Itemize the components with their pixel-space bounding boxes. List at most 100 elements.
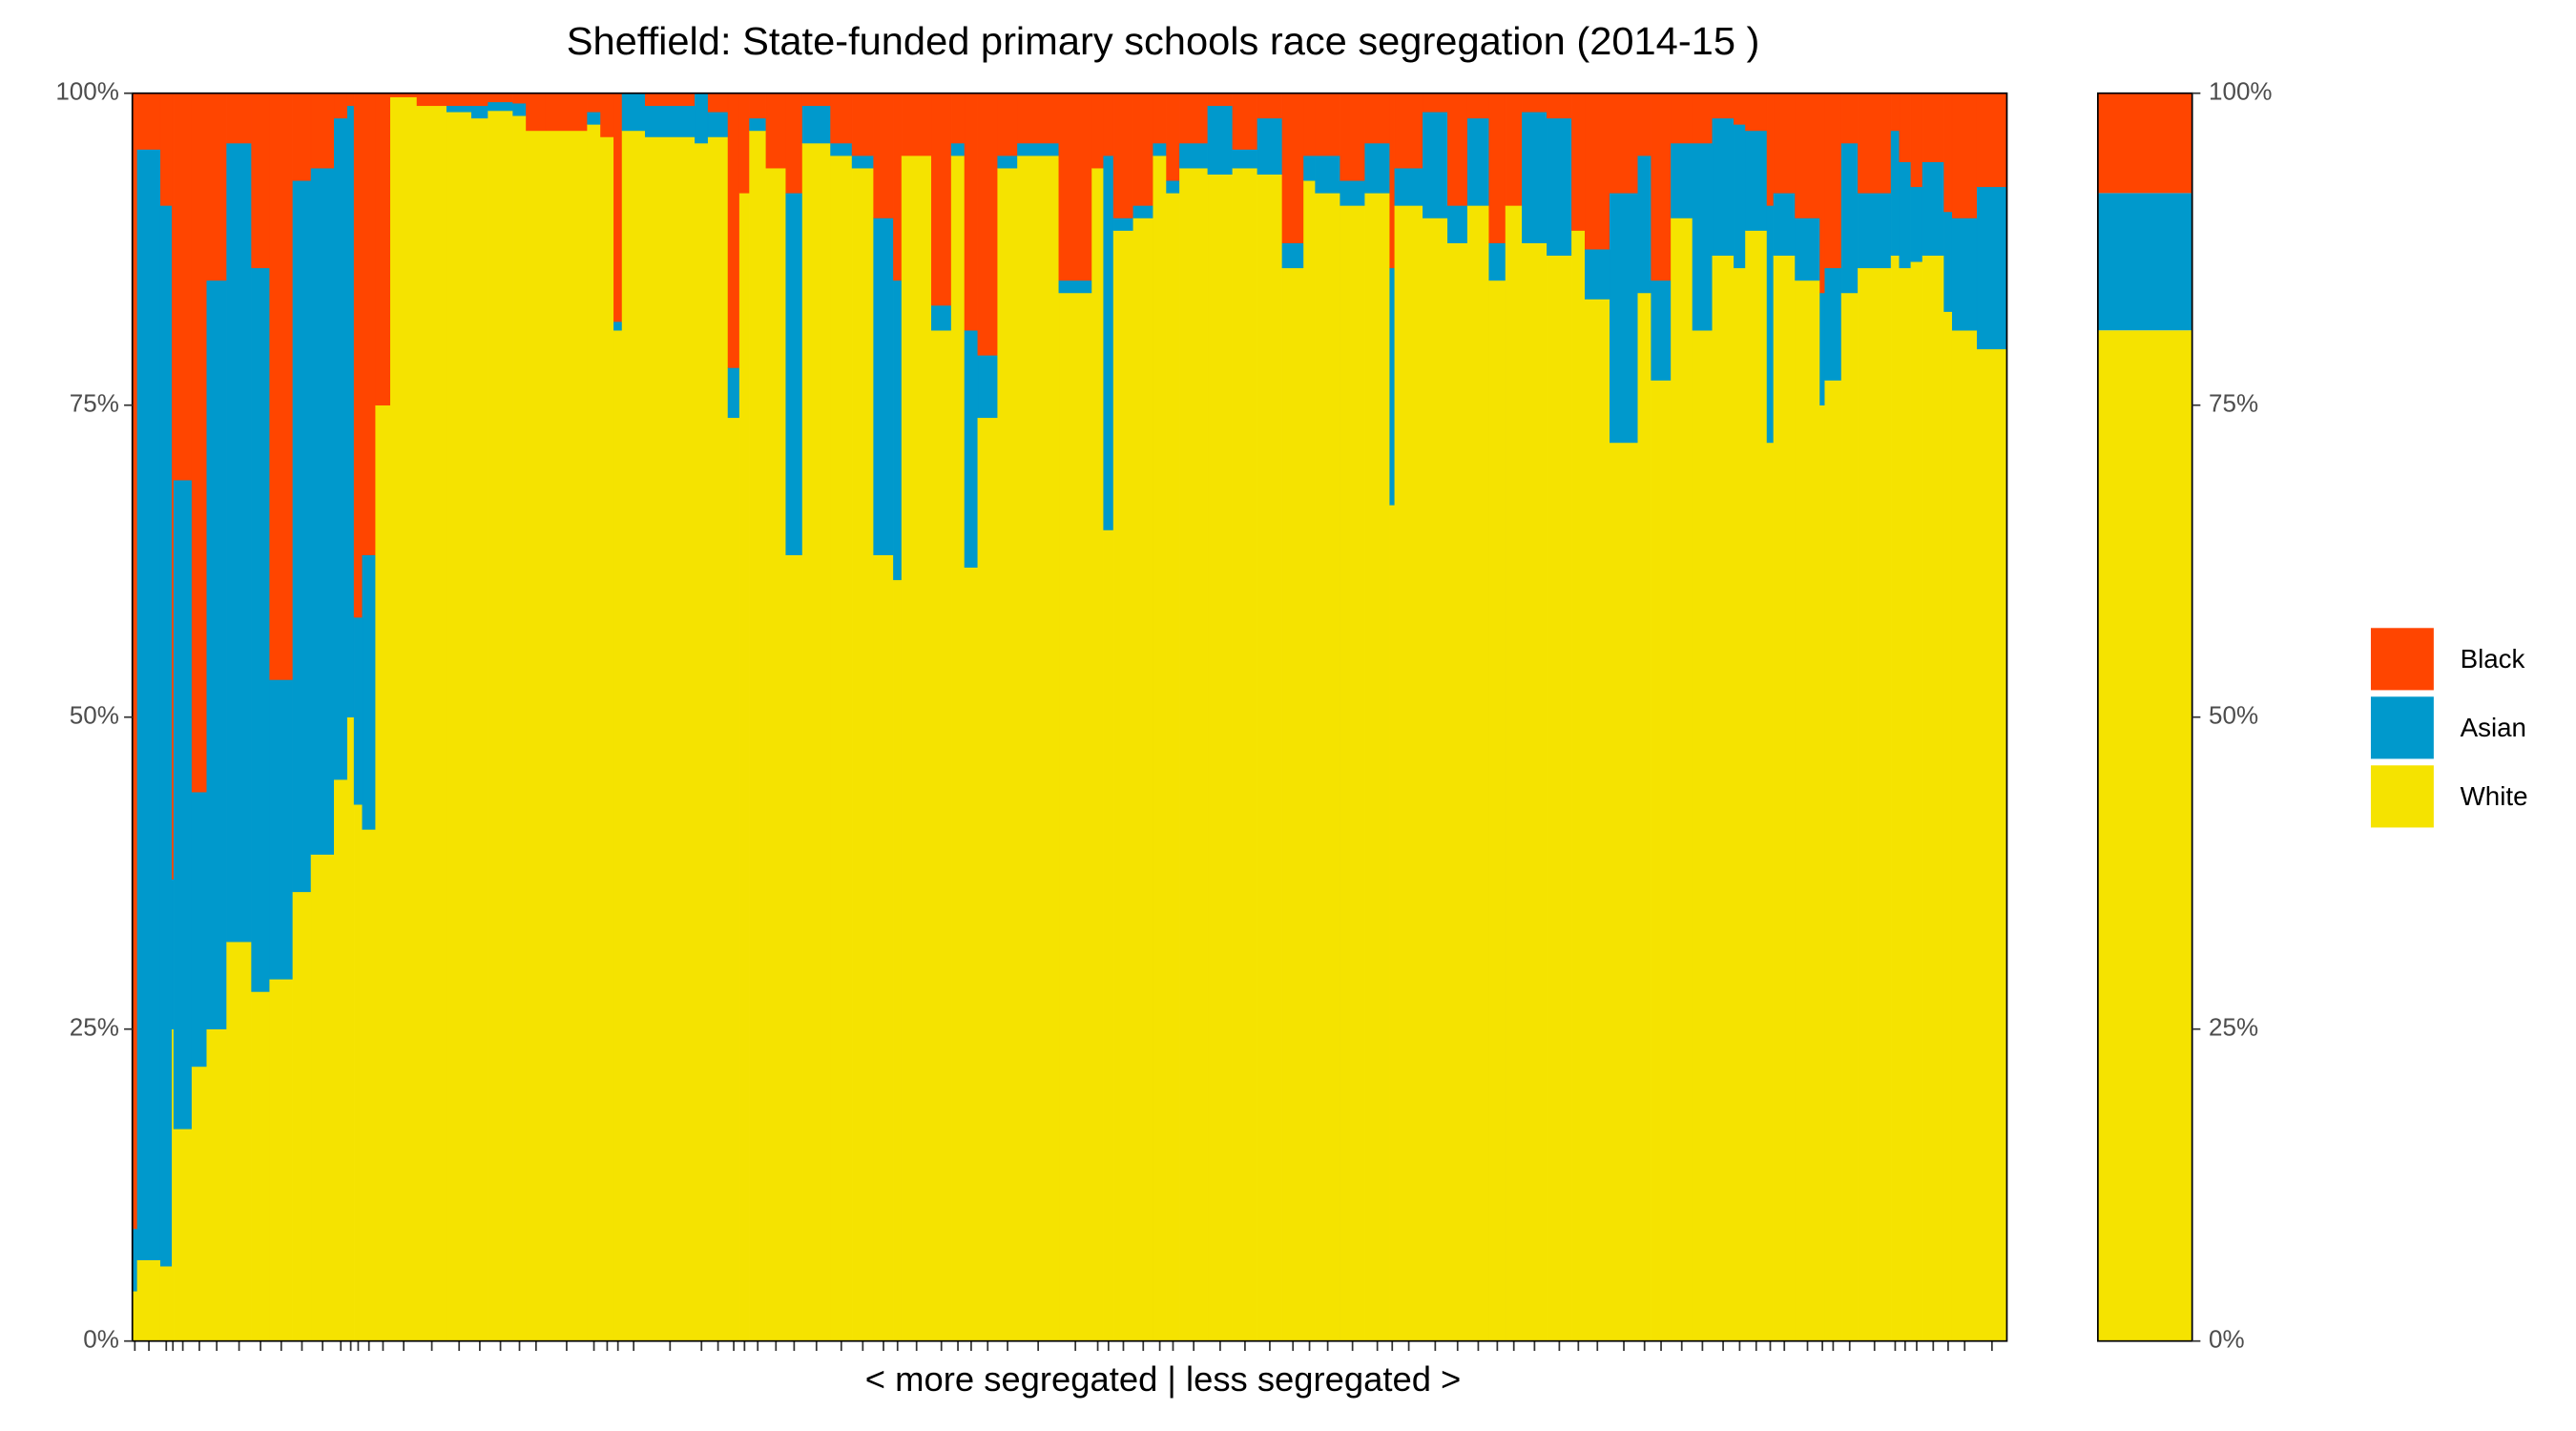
legend-swatch [2370, 628, 2434, 691]
bar-segment [1364, 93, 1390, 144]
bar-segment [1571, 93, 1586, 231]
bar-segment [1447, 93, 1468, 206]
bar-segment [749, 130, 767, 1341]
bar-segment [613, 329, 623, 1341]
bar-segment [1671, 142, 1693, 218]
bar-segment [1671, 218, 1693, 1341]
bar-segment [1976, 186, 2007, 350]
bar-segment [1303, 180, 1316, 1341]
bar-segment [1340, 180, 1365, 206]
x-axis-label: < more segregated | less segregated > [865, 1359, 1462, 1399]
bar-segment [226, 941, 252, 1341]
bar-segment [446, 93, 472, 107]
bar-segment [1840, 292, 1859, 1341]
bar-segment [1671, 93, 1693, 144]
bar-segment [136, 93, 161, 150]
bar-segment [362, 829, 376, 1341]
bar-segment [964, 93, 979, 331]
bar-segment [801, 142, 831, 1341]
bar-segment [1858, 193, 1892, 269]
bar-segment [136, 1259, 161, 1341]
bar-segment [1112, 230, 1134, 1341]
bar-segment [1890, 255, 1901, 1341]
bar-segment [1773, 93, 1796, 194]
legend-label: Asian [2461, 713, 2526, 742]
bar-segment [901, 93, 932, 156]
bar-segment [269, 93, 294, 680]
bar-segment [269, 979, 294, 1341]
bar-segment [353, 616, 364, 805]
bar-segment [353, 93, 364, 618]
bar-segment [446, 105, 472, 113]
bar-segment [1058, 292, 1092, 1341]
bar-segment [1745, 93, 1768, 132]
bar-segment [1466, 117, 1489, 206]
bar-segment [695, 93, 709, 144]
bar-segment [1232, 167, 1258, 1341]
bar-segment [470, 105, 488, 119]
bar-segment [645, 136, 696, 1341]
bar-segment [785, 93, 803, 194]
bar-segment [621, 93, 646, 132]
bar-segment [375, 404, 391, 1341]
bar-segment [334, 778, 348, 1341]
bar-segment [749, 93, 767, 119]
bar-segment [173, 1129, 193, 1341]
bar-segment [830, 155, 853, 1341]
bar-segment [1257, 93, 1283, 119]
bar-segment [470, 117, 488, 1341]
bar-segment [1943, 311, 1953, 1341]
bar-segment [1910, 186, 1923, 262]
y2-tick-label: 25% [2209, 1015, 2258, 1042]
bar-segment [172, 1028, 175, 1341]
bar-segment [1585, 93, 1610, 250]
bar-segment [1840, 93, 1859, 144]
chart-title: Sheffield: State-funded primary schools … [567, 19, 1760, 63]
bar-segment [1773, 255, 1796, 1341]
bar-segment [950, 142, 966, 156]
bar-segment [446, 112, 472, 1341]
bar-segment [893, 579, 903, 1341]
bar-segment [707, 136, 729, 1341]
bar-segment [1423, 112, 1448, 218]
bar-segment [310, 854, 335, 1341]
bar-segment [1651, 380, 1672, 1341]
bar-segment [1766, 93, 1775, 206]
bar-segment [1610, 193, 1639, 444]
bar-segment [1585, 248, 1610, 300]
y2-tick-label: 100% [2209, 79, 2273, 106]
bar-segment [1824, 380, 1842, 1341]
bar-segment [1423, 93, 1448, 113]
bar-segment [1505, 93, 1523, 206]
bar-segment [1091, 167, 1104, 1341]
bar-segment [801, 93, 831, 107]
bar-segment [1819, 93, 1825, 294]
bar-segment [1522, 93, 1548, 113]
bar-segment [1773, 193, 1796, 257]
bar-segment [1651, 280, 1672, 381]
bar-segment [765, 167, 786, 1341]
bar-segment [1734, 267, 1746, 1341]
bar-segment [1585, 299, 1610, 1341]
bar-segment [830, 142, 853, 156]
bar-segment [1166, 193, 1180, 1341]
bar-segment [997, 155, 1018, 169]
bar-segment [1951, 329, 1978, 1341]
bar-segment [1522, 242, 1548, 1341]
bar-segment [613, 93, 623, 322]
bar-segment [1132, 93, 1153, 206]
bar-segment [1232, 149, 1258, 169]
bar-segment [1207, 105, 1234, 175]
bar-segment [310, 93, 335, 169]
bar-segment [1340, 205, 1365, 1341]
bar-segment [1712, 93, 1735, 119]
y2-tick-label: 0% [2209, 1327, 2245, 1354]
bar-segment [1858, 93, 1892, 194]
y2-tick-label: 50% [2209, 703, 2258, 730]
bar-segment [1364, 142, 1390, 194]
bar-segment [1447, 242, 1468, 1341]
bar-segment [488, 93, 513, 103]
bar-segment [470, 93, 488, 107]
bar-segment [931, 304, 952, 331]
